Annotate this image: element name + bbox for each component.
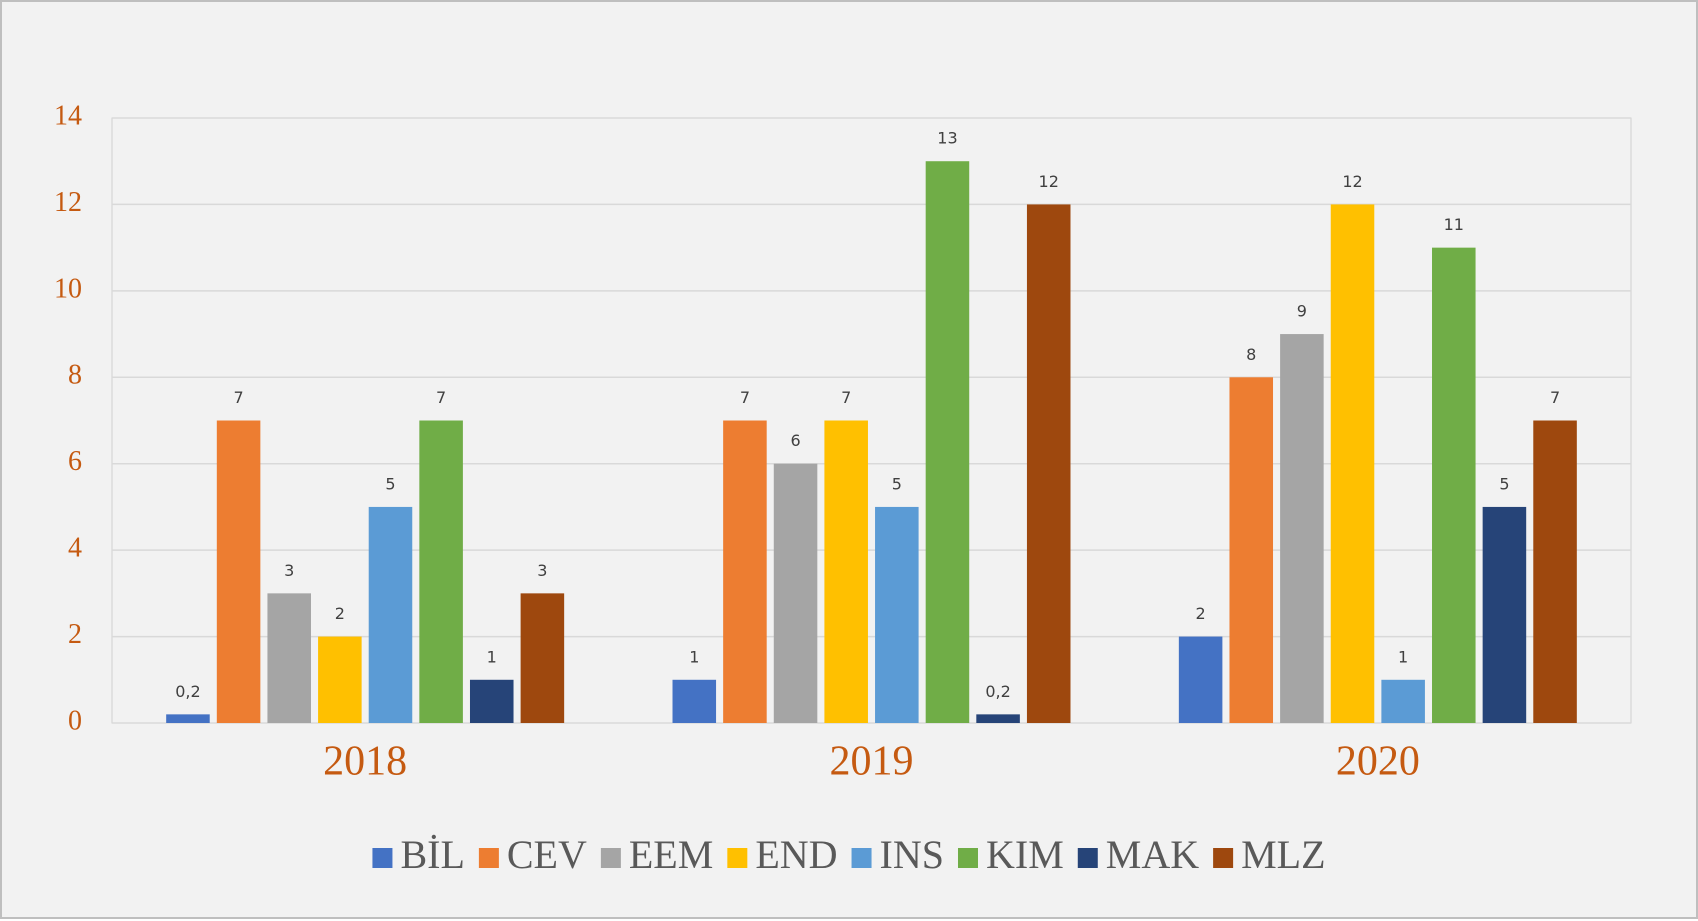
- bar: [1482, 506, 1527, 723]
- bar: [318, 636, 362, 723]
- data-label: 2: [1196, 604, 1206, 623]
- data-label: 7: [1550, 388, 1560, 407]
- legend-swatch: [957, 848, 978, 868]
- data-label: 12: [1342, 172, 1362, 191]
- bar: [166, 714, 210, 723]
- legend-swatch: [372, 848, 393, 868]
- bar: [824, 420, 868, 723]
- legend-label: EEM: [629, 832, 713, 877]
- bar: [419, 420, 463, 723]
- legend-swatch: [600, 848, 621, 868]
- data-label: 12: [1039, 172, 1059, 191]
- bar: [925, 161, 970, 723]
- y-tick-label: 0: [68, 705, 82, 736]
- x-tick-label: 2020: [1336, 739, 1420, 785]
- y-tick-label: 8: [68, 360, 82, 391]
- bar: [368, 506, 413, 723]
- data-label: 11: [1444, 215, 1464, 234]
- data-label: 13: [937, 129, 957, 148]
- data-label: 8: [1246, 345, 1256, 364]
- x-tick-label: 2019: [830, 739, 914, 785]
- legend-swatch: [478, 848, 499, 868]
- y-tick-label: 2: [68, 619, 82, 650]
- data-label: 7: [740, 388, 750, 407]
- bar: [1533, 420, 1577, 723]
- legend-label: MAK: [1106, 832, 1199, 877]
- bar: [875, 506, 919, 723]
- data-label: 1: [1398, 647, 1408, 666]
- data-label: 7: [436, 388, 446, 407]
- legend-swatch: [851, 848, 872, 868]
- bar: [1330, 204, 1375, 723]
- data-label: 0,2: [985, 682, 1010, 701]
- data-label: 1: [689, 647, 699, 666]
- x-tick-label: 2018: [323, 739, 407, 785]
- y-tick-label: 6: [68, 446, 82, 477]
- data-label: 5: [385, 474, 395, 493]
- bar: [976, 714, 1020, 723]
- bar: [672, 679, 717, 723]
- bar: [1026, 204, 1071, 723]
- bar: [267, 593, 311, 723]
- legend-label: END: [755, 832, 837, 877]
- data-label: 5: [1499, 474, 1509, 493]
- legend-swatch: [1077, 848, 1098, 868]
- data-label: 3: [284, 561, 294, 580]
- legend-label: INS: [880, 832, 944, 877]
- legend-swatch: [1213, 848, 1234, 868]
- data-label: 6: [790, 431, 800, 450]
- legend-label: CEV: [507, 832, 587, 877]
- y-tick-label: 12: [54, 187, 82, 218]
- data-label: 0,2: [175, 682, 200, 701]
- bar: [1229, 377, 1274, 723]
- data-label: 9: [1297, 302, 1307, 321]
- bar: [520, 593, 565, 723]
- bar: [773, 463, 818, 723]
- data-label: 3: [537, 561, 547, 580]
- y-tick-label: 10: [54, 273, 82, 304]
- y-tick-label: 4: [68, 533, 82, 564]
- bar: [469, 679, 514, 723]
- data-label: 2: [335, 604, 345, 623]
- bar: [1280, 334, 1324, 723]
- bar: [216, 420, 261, 723]
- bar: [1178, 636, 1223, 723]
- data-label: 5: [892, 474, 902, 493]
- y-tick-label: 14: [54, 100, 82, 131]
- bar: [1381, 679, 1425, 723]
- legend-label: MLZ: [1241, 832, 1325, 877]
- legend-swatch: [727, 848, 748, 868]
- legend-label: BİL: [400, 832, 464, 877]
- bar: [723, 420, 767, 723]
- data-label: 7: [841, 388, 851, 407]
- bar: [1432, 247, 1476, 723]
- data-label: 1: [487, 647, 497, 666]
- data-label: 7: [233, 388, 243, 407]
- legend-label: KIM: [986, 832, 1064, 877]
